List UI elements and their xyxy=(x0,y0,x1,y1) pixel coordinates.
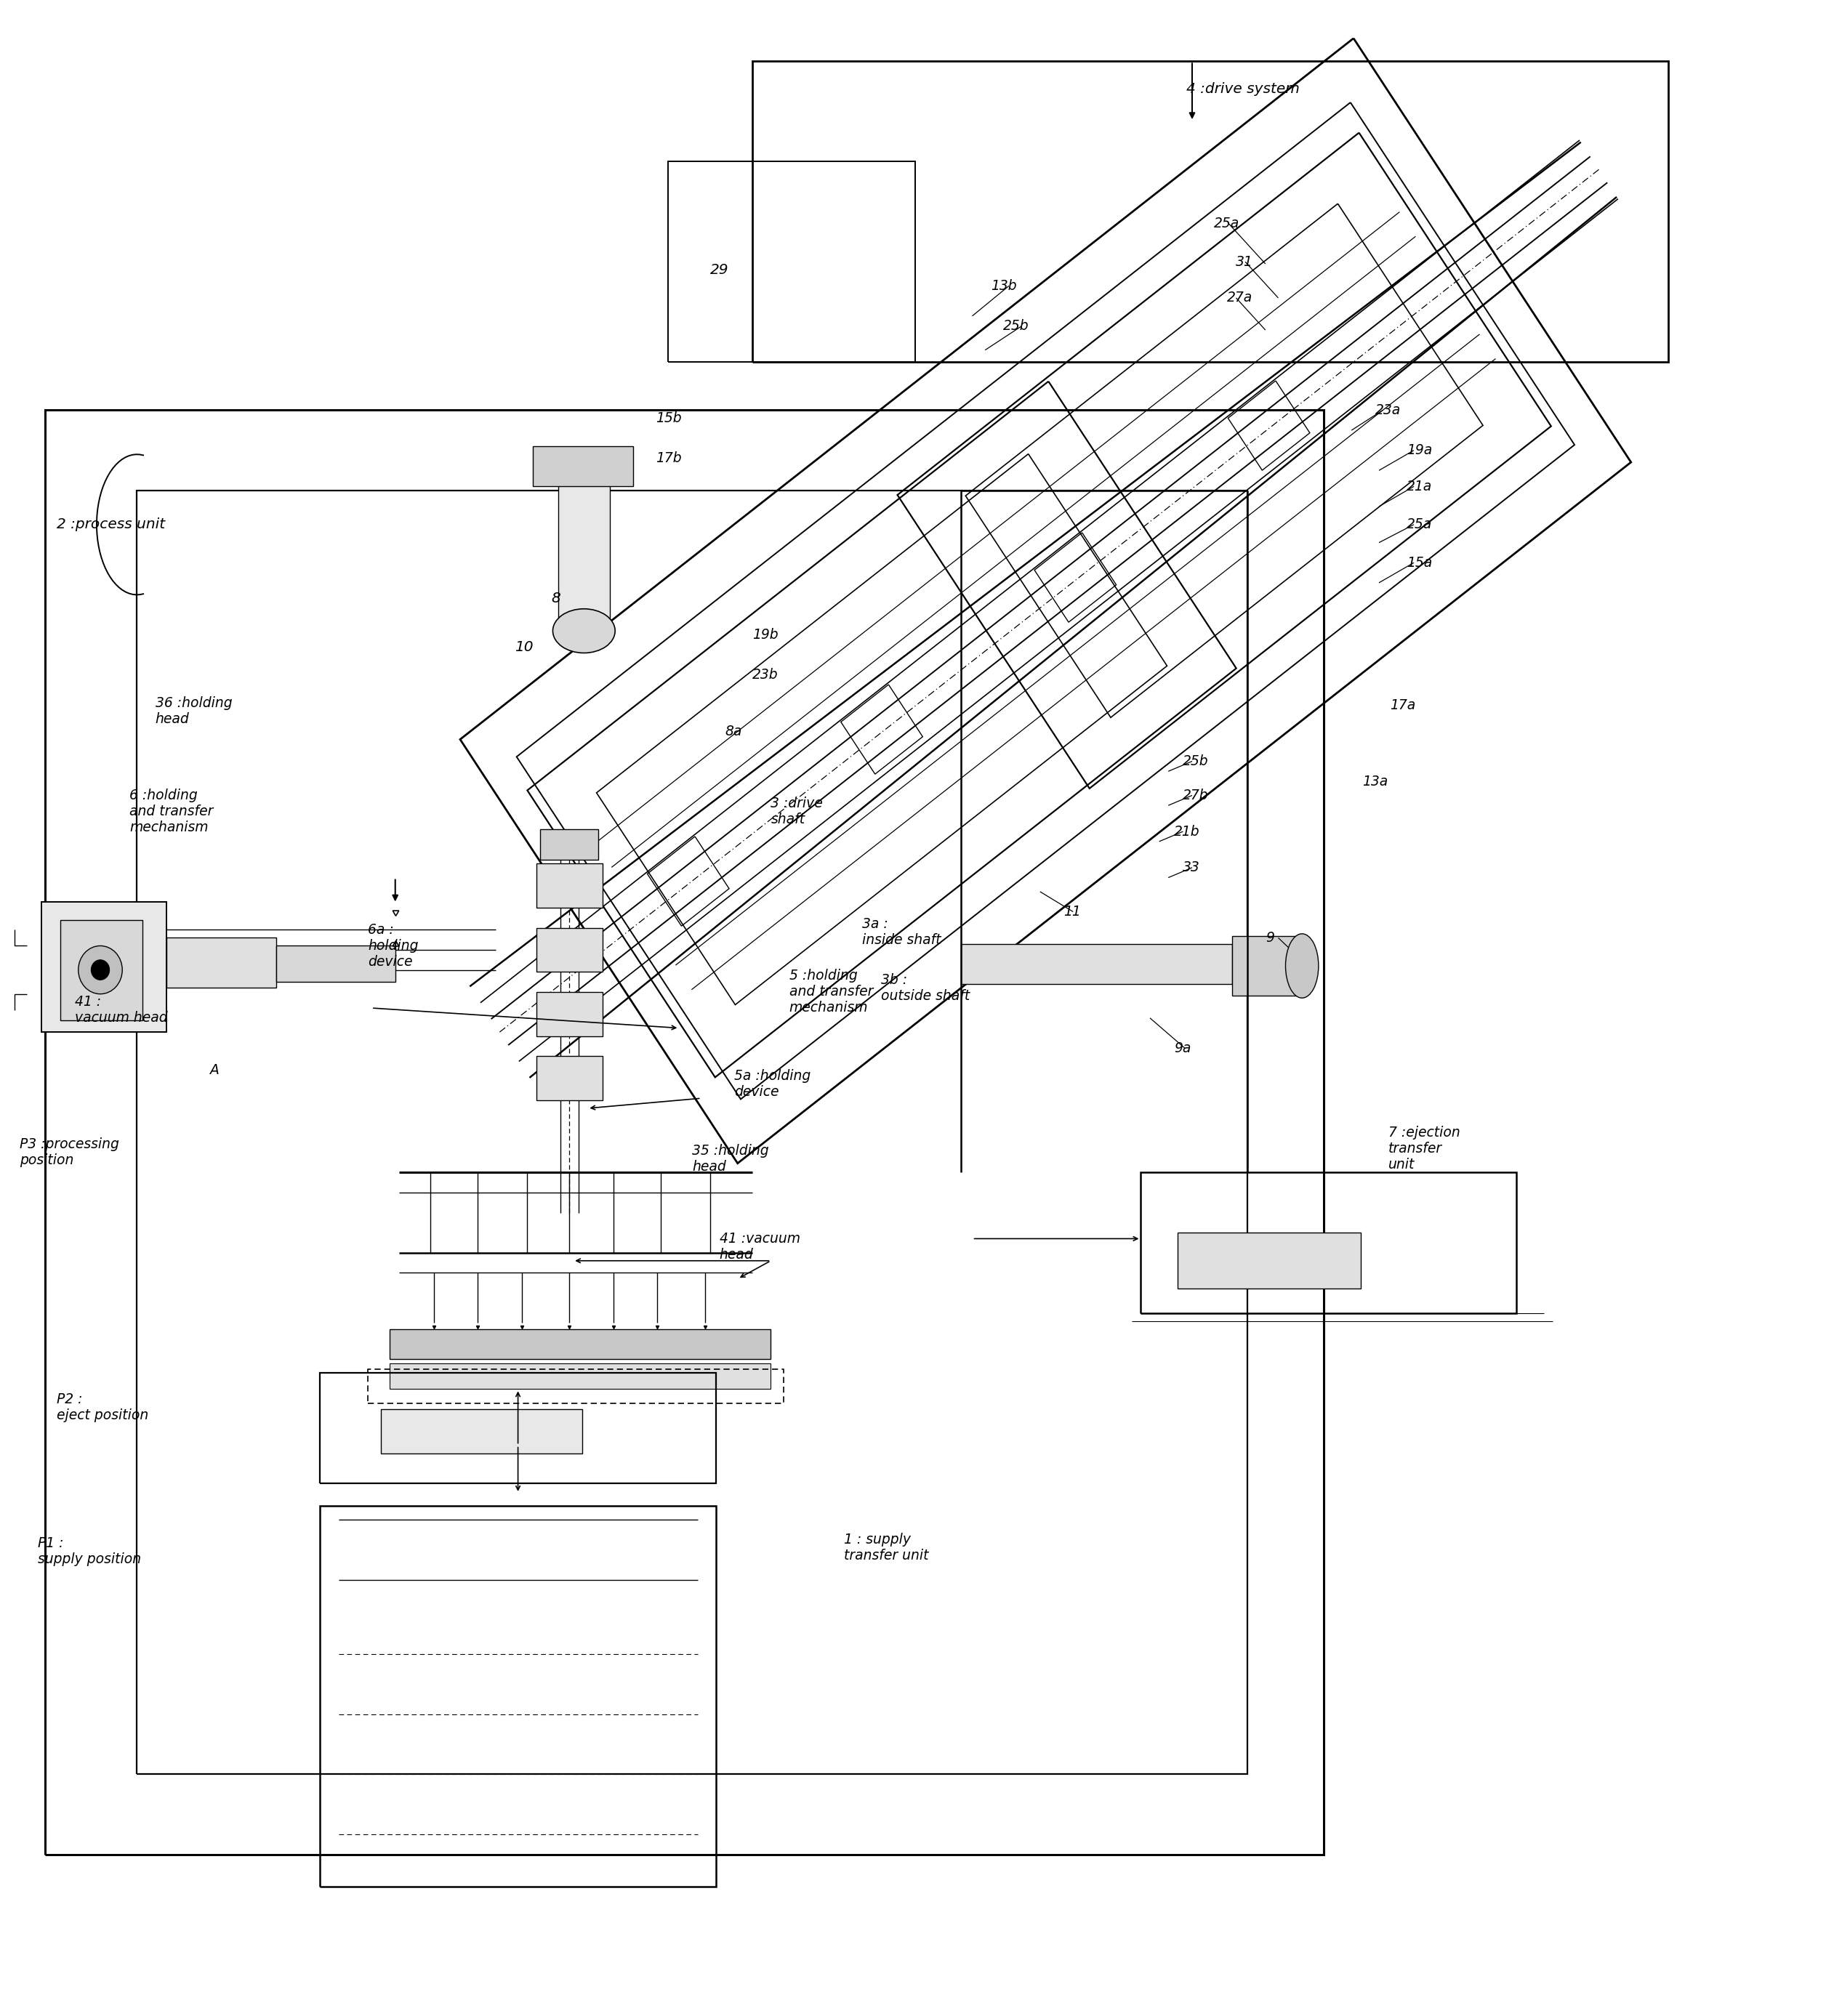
Text: 23a: 23a xyxy=(1376,403,1402,417)
Ellipse shape xyxy=(553,609,615,653)
Text: 5a :holding
device: 5a :holding device xyxy=(735,1068,810,1099)
Text: 8: 8 xyxy=(551,593,560,605)
Text: 13b: 13b xyxy=(991,278,1017,292)
Bar xyxy=(536,1056,602,1101)
Text: 1 : supply
transfer unit: 1 : supply transfer unit xyxy=(844,1532,928,1562)
Text: 6 :holding
and transfer
mechanism: 6 :holding and transfer mechanism xyxy=(129,788,214,835)
Circle shape xyxy=(79,946,122,994)
Text: P2 :
eject position: P2 : eject position xyxy=(57,1393,147,1421)
Text: 21a: 21a xyxy=(1407,480,1431,494)
Bar xyxy=(536,992,602,1036)
Text: P3 :processing
position: P3 :processing position xyxy=(20,1137,120,1167)
Bar xyxy=(1177,1232,1361,1288)
Bar xyxy=(42,901,166,1032)
Text: 23b: 23b xyxy=(753,667,779,681)
Bar xyxy=(536,863,602,907)
Text: 27b: 27b xyxy=(1183,788,1208,802)
Bar xyxy=(558,482,610,619)
Text: 36 :holding
head: 36 :holding head xyxy=(155,696,232,726)
Bar xyxy=(381,1409,582,1454)
Text: 25a: 25a xyxy=(1214,218,1240,230)
Bar xyxy=(391,1329,770,1359)
Bar xyxy=(391,1363,770,1389)
Bar xyxy=(536,927,602,972)
Text: 29: 29 xyxy=(711,262,729,276)
Text: 15b: 15b xyxy=(656,411,682,425)
Text: 33: 33 xyxy=(1183,861,1201,875)
Text: 5 :holding
and transfer
mechanism: 5 :holding and transfer mechanism xyxy=(788,970,873,1014)
Text: 19a: 19a xyxy=(1407,444,1431,458)
Bar xyxy=(1232,935,1302,996)
Text: 41 :vacuum
head: 41 :vacuum head xyxy=(720,1232,799,1262)
Text: 35 :holding
head: 35 :holding head xyxy=(693,1143,768,1173)
Bar xyxy=(276,946,396,982)
Bar xyxy=(166,937,276,988)
Text: 17a: 17a xyxy=(1391,698,1416,712)
Text: P1 :
supply position: P1 : supply position xyxy=(39,1536,142,1566)
Text: 3 :drive
shaft: 3 :drive shaft xyxy=(770,796,823,827)
Bar xyxy=(540,829,599,859)
Text: 15a: 15a xyxy=(1407,556,1431,571)
Text: 4 :drive system: 4 :drive system xyxy=(1186,83,1300,97)
Bar xyxy=(962,943,1232,984)
Text: 2 :process unit: 2 :process unit xyxy=(57,518,164,532)
Text: 17b: 17b xyxy=(656,452,682,466)
Text: 9a: 9a xyxy=(1173,1040,1190,1054)
Text: 21b: 21b xyxy=(1173,825,1199,839)
Text: 41 :
vacuum head: 41 : vacuum head xyxy=(76,996,168,1024)
Text: 13a: 13a xyxy=(1363,774,1389,788)
Circle shape xyxy=(90,960,109,980)
Text: 10: 10 xyxy=(514,639,532,653)
Text: 6a :
holding
device: 6a : holding device xyxy=(368,923,418,970)
Text: A: A xyxy=(210,1062,219,1077)
Ellipse shape xyxy=(1286,933,1319,998)
Text: 25a: 25a xyxy=(1407,518,1431,532)
Text: 7 :ejection
transfer
unit: 7 :ejection transfer unit xyxy=(1389,1125,1461,1171)
Text: 25b: 25b xyxy=(1004,319,1030,333)
Text: 25b: 25b xyxy=(1183,754,1208,768)
Bar xyxy=(532,446,634,486)
Text: 3b :
outside shaft: 3b : outside shaft xyxy=(880,974,969,1002)
Text: 19b: 19b xyxy=(753,629,779,641)
Text: 27a: 27a xyxy=(1227,290,1253,304)
Text: 3a :
inside shaft: 3a : inside shaft xyxy=(862,917,941,948)
Text: 31: 31 xyxy=(1236,254,1253,268)
Text: 11: 11 xyxy=(1065,905,1081,919)
Text: 8a: 8a xyxy=(726,724,742,738)
Text: 9: 9 xyxy=(1265,931,1275,946)
Bar xyxy=(61,919,142,1020)
